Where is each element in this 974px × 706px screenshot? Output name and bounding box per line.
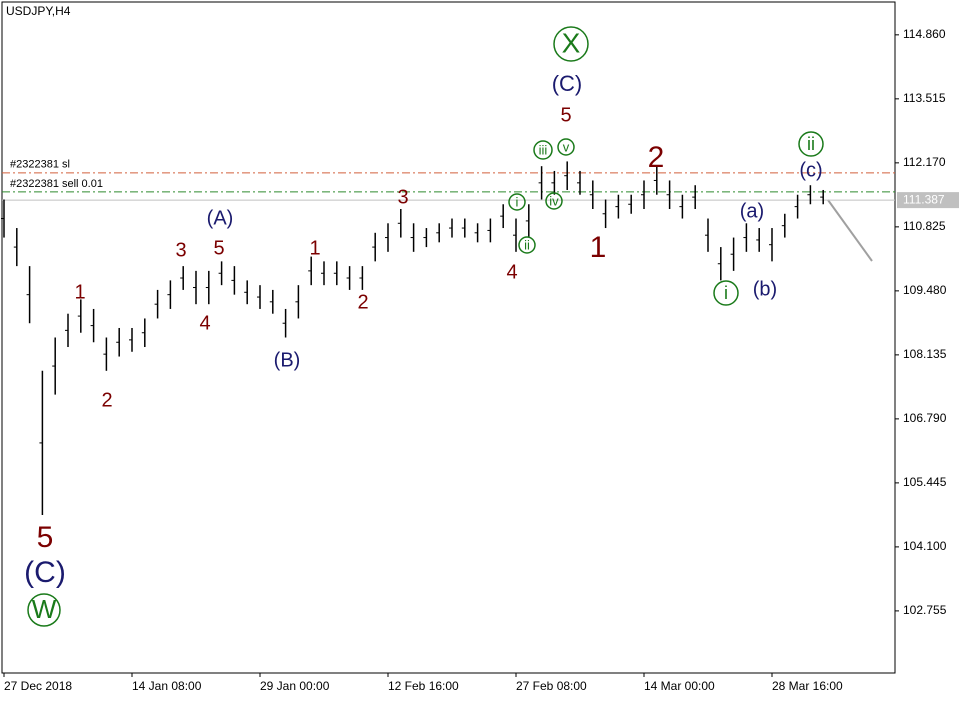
wave-label: (b) bbox=[753, 278, 777, 300]
x-tick-label: 12 Feb 16:00 bbox=[388, 679, 459, 693]
last-price-label: 111.387 bbox=[903, 192, 945, 206]
wave-label: 5 bbox=[560, 104, 571, 126]
y-tick-label: 114.860 bbox=[903, 27, 946, 41]
y-tick-label: 112.170 bbox=[903, 155, 946, 169]
y-tick-label: 113.515 bbox=[903, 91, 946, 105]
chart-title: USDJPY,H4 bbox=[6, 4, 71, 18]
last-price-box bbox=[897, 192, 959, 209]
wave-label: 1 bbox=[74, 281, 85, 303]
y-tick-label: 104.100 bbox=[903, 539, 947, 553]
wave-label: i bbox=[516, 194, 519, 209]
wave-label: 2 bbox=[357, 291, 368, 313]
wave-label: (a) bbox=[740, 200, 764, 222]
plot-frame bbox=[1, 1, 896, 674]
wave-label: (c) bbox=[799, 159, 822, 181]
wave-label: iii bbox=[539, 142, 548, 157]
wave-circle bbox=[518, 236, 536, 254]
wave-label: 4 bbox=[506, 261, 517, 283]
wave-label: W bbox=[32, 594, 57, 624]
wave-label: 4 bbox=[199, 312, 210, 334]
wave-circle bbox=[713, 280, 739, 306]
wave-label: (C) bbox=[552, 71, 583, 96]
y-tick-label: 110.825 bbox=[903, 219, 946, 233]
wave-label: 1 bbox=[590, 231, 607, 264]
wave-label: 5 bbox=[37, 521, 54, 554]
wave-label: 3 bbox=[175, 239, 186, 261]
wave-circle bbox=[553, 26, 589, 62]
wave-label: ii bbox=[524, 237, 530, 252]
wave-label: (B) bbox=[274, 349, 301, 371]
order-label: #2322381 sl bbox=[10, 159, 70, 171]
x-tick-label: 27 Dec 2018 bbox=[4, 679, 72, 693]
projection-arrow bbox=[827, 199, 873, 262]
wave-circle bbox=[533, 140, 553, 160]
wave-circle bbox=[798, 131, 824, 157]
wave-circle bbox=[27, 593, 61, 627]
wave-label: X bbox=[562, 27, 581, 58]
wave-label: i bbox=[724, 283, 728, 303]
order-label: #2322381 sell 0.01 bbox=[10, 178, 103, 190]
wave-circle bbox=[545, 192, 563, 210]
x-tick-label: 28 Mar 16:00 bbox=[772, 679, 843, 693]
wave-label: (C) bbox=[24, 556, 66, 589]
wave-label: 2 bbox=[648, 141, 665, 174]
y-tick-label: 105.445 bbox=[903, 475, 947, 489]
wave-label: 3 bbox=[397, 186, 408, 208]
x-tick-label: 14 Jan 08:00 bbox=[132, 679, 202, 693]
wave-circle bbox=[508, 193, 526, 211]
y-tick-label: 109.480 bbox=[903, 283, 947, 297]
wave-label: v bbox=[563, 139, 570, 154]
wave-label: 5 bbox=[213, 237, 224, 259]
wave-label: (A) bbox=[207, 207, 234, 229]
wave-label: 1 bbox=[309, 237, 320, 259]
wave-label: ii bbox=[807, 134, 815, 154]
x-tick-label: 27 Feb 08:00 bbox=[516, 679, 587, 693]
wave-label: 2 bbox=[101, 389, 112, 411]
y-tick-label: 102.755 bbox=[903, 603, 947, 617]
x-tick-label: 14 Mar 00:00 bbox=[644, 679, 715, 693]
y-tick-label: 108.135 bbox=[903, 347, 947, 361]
x-tick-label: 29 Jan 00:00 bbox=[260, 679, 330, 693]
wave-label: iv bbox=[549, 193, 559, 208]
y-tick-label: 106.790 bbox=[903, 411, 947, 425]
wave-circle bbox=[557, 138, 575, 156]
